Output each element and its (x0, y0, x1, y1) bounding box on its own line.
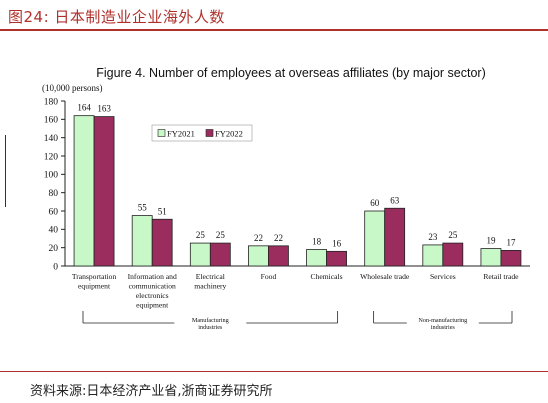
data-label: 22 (254, 233, 263, 243)
x-category-label: Retail trade (483, 272, 519, 281)
x-category-label: equipment (78, 282, 111, 291)
legend-label-fy2021: FY2021 (167, 129, 195, 139)
data-label: 55 (138, 203, 148, 213)
data-label: 63 (390, 195, 400, 205)
x-category-label: communication (129, 282, 176, 291)
data-label: 19 (486, 236, 496, 246)
y-tick-label: 140 (44, 134, 59, 144)
data-label: 163 (97, 104, 111, 114)
data-label: 22 (274, 233, 283, 243)
group-label-0: Manufacturing (192, 317, 229, 324)
bar-fy2021-7 (480, 248, 502, 267)
bar-fy2022-0 (93, 116, 115, 267)
legend-box (151, 124, 253, 142)
x-category-label: Electrical (196, 272, 225, 281)
bar-fy2022-2 (209, 242, 231, 267)
data-label: 17 (506, 237, 516, 247)
data-label: 164 (77, 103, 91, 113)
x-category-label: electronics (136, 291, 169, 300)
source-note: 资料来源:日本经济产业省,浙商证券研究所 (30, 384, 273, 399)
figure-header: 图24: 日本制造业企业海外人数 (0, 0, 548, 31)
y-unit-label: (10,000 persons) (42, 83, 103, 93)
y-tick-label: 100 (44, 171, 59, 181)
data-label: 60 (370, 198, 380, 208)
data-label: 25 (196, 230, 206, 240)
x-category-label: equipment (136, 301, 169, 310)
bar-fy2021-4 (306, 249, 327, 267)
x-category-label: Information and (128, 272, 177, 281)
bar-chart: Figure 4. Number of employees at oversea… (42, 66, 530, 331)
bar-fy2022-5 (384, 207, 406, 267)
x-category-label: Food (261, 272, 277, 281)
bar-fy2022-4 (326, 250, 347, 267)
data-label: 18 (312, 237, 322, 247)
data-label: 23 (428, 232, 438, 242)
bar-fy2021-5 (364, 210, 386, 267)
y-tick-label: 160 (44, 116, 59, 126)
bar-fy2021-2 (189, 242, 211, 267)
figure-label: 图24: 日本制造业企业海外人数 (8, 8, 225, 26)
y-tick-label: 120 (44, 152, 59, 162)
y-tick-label: 0 (53, 262, 58, 272)
data-label: 25 (216, 230, 226, 240)
left-margin-mark (5, 135, 6, 207)
y-tick-label: 40 (49, 226, 59, 236)
legend-swatch-fy2022 (205, 129, 214, 137)
bar-fy2021-0 (73, 115, 95, 267)
y-tick-label: 20 (49, 244, 59, 254)
data-label: 51 (158, 206, 167, 216)
bar-fy2022-6 (442, 242, 464, 267)
x-category-label: Wholesale trade (360, 272, 410, 281)
chart-title: Figure 4. Number of employees at oversea… (96, 66, 486, 80)
y-tick-label: 60 (49, 207, 59, 217)
bar-fy2022-1 (151, 218, 173, 267)
x-category-label: machinery (194, 282, 226, 291)
source-rule (0, 371, 548, 372)
y-tick-label: 180 (44, 97, 59, 107)
x-category-label: Chemicals (311, 272, 343, 281)
x-category-label: Services (430, 272, 456, 281)
header-rule (0, 29, 548, 31)
group-label-0: industries (198, 324, 223, 331)
legend-label-fy2022: FY2022 (215, 129, 243, 139)
group-label-1: industries (431, 324, 456, 331)
bar-fy2022-7 (500, 250, 522, 267)
legend-swatch-fy2021 (157, 129, 166, 137)
bar-fy2021-6 (422, 244, 444, 267)
y-tick-label: 80 (49, 189, 59, 199)
bar-fy2022-3 (268, 245, 289, 267)
data-label: 25 (448, 230, 458, 240)
bar-fy2021-1 (131, 215, 153, 267)
x-category-label: Transportation (72, 272, 117, 281)
bar-fy2021-3 (248, 245, 269, 267)
data-label: 16 (332, 238, 342, 248)
group-label-1: Non-manufacturing (418, 317, 467, 324)
